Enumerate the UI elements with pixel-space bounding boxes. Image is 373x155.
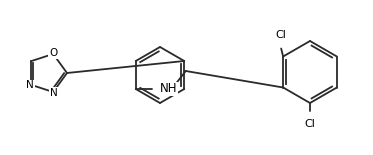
Text: O: O (49, 49, 57, 58)
Text: Cl: Cl (276, 31, 286, 40)
Text: N: N (50, 88, 57, 97)
Text: Cl: Cl (305, 119, 316, 129)
Text: NH: NH (160, 82, 177, 95)
Text: N: N (26, 80, 34, 90)
